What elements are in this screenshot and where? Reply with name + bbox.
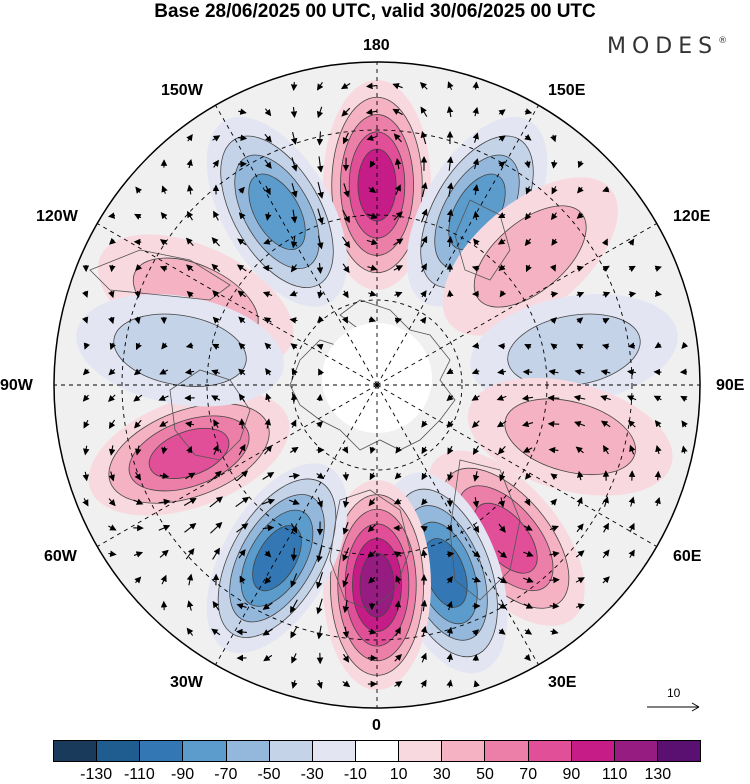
colorbar-swatch <box>442 741 485 761</box>
colorbar-swatch <box>270 741 313 761</box>
colorbar-swatch <box>485 741 528 761</box>
wind-arrow <box>658 472 659 480</box>
colorbar-swatch <box>183 741 226 761</box>
colorbar-tick-label: 50 <box>476 766 494 784</box>
reference-arrow-icon <box>645 700 705 714</box>
colorbar-swatch <box>529 741 572 761</box>
colorbar-tick-label: 30 <box>433 766 451 784</box>
lon-label-90w: 90W <box>0 377 33 395</box>
colorbar-tick-label: -10 <box>344 766 367 784</box>
wind-arrow <box>549 398 560 399</box>
colorbar-swatch <box>399 741 442 761</box>
wind-arrow <box>242 419 243 428</box>
wind-arrow <box>550 606 559 607</box>
lon-label-180: 180 <box>363 37 390 55</box>
wind-arrow <box>549 580 558 581</box>
pole-cap <box>322 323 432 433</box>
wind-arrow <box>294 82 295 90</box>
colorbar-swatch <box>313 741 356 761</box>
colorbar-tick-label: -30 <box>301 766 324 784</box>
lon-label-60w: 60W <box>44 548 77 566</box>
colorbar-swatch <box>658 741 700 761</box>
colorbar-swatch <box>227 741 270 761</box>
colorbar-tick-label: 90 <box>562 766 580 784</box>
lon-label-30e: 30E <box>548 674 576 692</box>
colorbar-tick-label: 130 <box>644 766 671 784</box>
colorbar-tick-label: 70 <box>519 766 537 784</box>
colorbar-swatch <box>54 741 97 761</box>
colorbar-swatch <box>572 741 615 761</box>
colorbar-tick-label: -90 <box>171 766 194 784</box>
colorbar-swatch <box>356 741 399 761</box>
wind-arrow <box>499 346 505 347</box>
polar-map <box>0 0 750 735</box>
lon-label-150e: 150E <box>548 82 585 100</box>
colorbar-tick-label: -50 <box>257 766 280 784</box>
colorbar-swatch <box>615 741 658 761</box>
colorbar-swatch <box>140 741 183 761</box>
reference-vector: 10 <box>645 686 705 716</box>
colorbar-tick-label: 10 <box>390 766 408 784</box>
colorbar-tick-label: 110 <box>602 766 628 784</box>
lon-label-0: 0 <box>372 717 381 735</box>
lon-label-120e: 120E <box>673 208 710 226</box>
wind-arrow <box>294 394 295 401</box>
lon-label-30w: 30W <box>170 674 203 692</box>
wind-arrow <box>450 291 451 297</box>
lon-label-120w: 120W <box>36 208 78 226</box>
colorbar-tick-label: -70 <box>214 766 237 784</box>
colorbar-ticks: -130 -110 -90 -70 -50 -30 -10 10 30 50 70 90 110 130 <box>53 766 701 782</box>
colorbar <box>53 740 701 762</box>
wind-arrow <box>320 395 321 401</box>
reference-vector-label: 10 <box>667 686 680 700</box>
lon-label-90e: 90E <box>716 377 744 395</box>
colorbar-tick-label: -110 <box>124 766 155 784</box>
lon-label-150w: 150W <box>161 82 203 100</box>
colorbar-swatch <box>97 741 140 761</box>
lon-label-60e: 60E <box>673 548 701 566</box>
colorbar-tick-label: -130 <box>80 766 112 784</box>
